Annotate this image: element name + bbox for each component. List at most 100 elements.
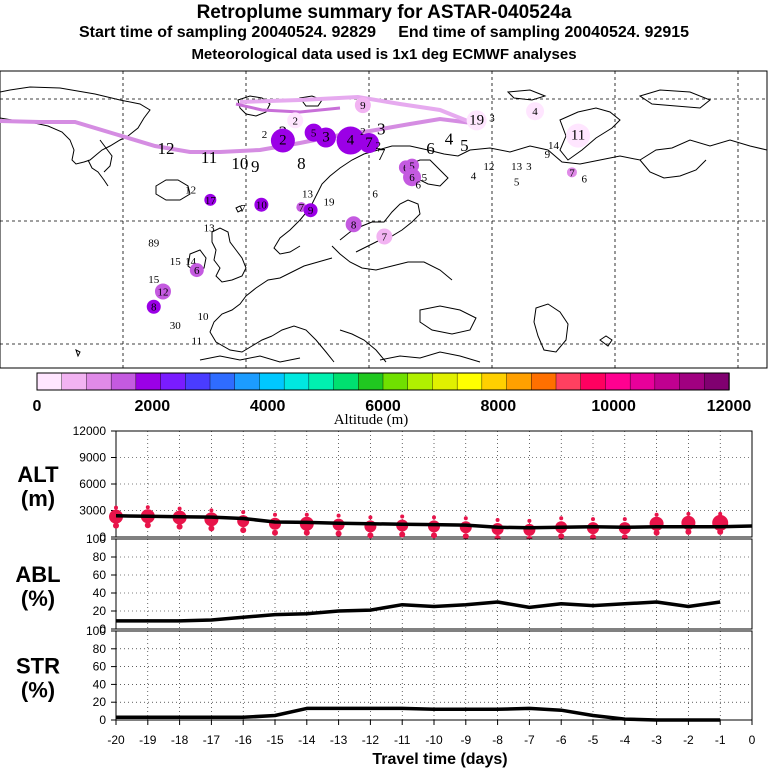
colorbar-cell: [283, 372, 310, 391]
plume-day-label: 9: [251, 157, 260, 176]
x-tick-label: -11: [394, 733, 411, 747]
altitude-marker-lower: [240, 527, 247, 534]
siberia-coast: [469, 139, 767, 165]
x-tick-label: -5: [588, 733, 599, 747]
map-frame: [0, 70, 768, 369]
colorbar-cell: [135, 372, 162, 391]
colorbar-cell: [209, 372, 236, 391]
plume-day-label: 5: [409, 161, 415, 173]
plume-point-marker: [287, 112, 304, 129]
colorbar-cell: [555, 372, 582, 391]
plume-day-label: 13: [511, 161, 523, 173]
y-tick-label: 9000: [79, 451, 106, 465]
europe-west-coast: [245, 257, 333, 297]
plume-point-marker: [270, 128, 295, 153]
altitude-marker-lower: [431, 532, 437, 539]
novaya-zemlya-coast: [559, 107, 621, 161]
y-tick-label: 6000: [79, 477, 106, 491]
x-tick-label: -6: [556, 733, 567, 747]
altitude-marker-upper: [145, 505, 150, 510]
colorbar-cells: [36, 372, 730, 391]
series-line: [115, 514, 753, 530]
plume-day-label: 9: [360, 100, 366, 112]
series-line: [116, 706, 721, 722]
plume-day-label: 3: [322, 129, 330, 145]
plume-center-track: [239, 94, 481, 128]
y-tick-label: 80: [93, 550, 107, 564]
altitude-marker: [649, 516, 664, 531]
scandinavia-coast: [315, 145, 471, 197]
map-content: 1211109876543223452922721934111491331276…: [0, 71, 767, 368]
y-tick-label: 60: [93, 568, 107, 582]
y-tick-label: 0: [99, 622, 106, 636]
colorbar-cell: [654, 372, 681, 391]
iberia-coast: [209, 295, 273, 353]
plume-day-label: 3: [526, 161, 532, 173]
colorbar-tick-label: 6000: [365, 398, 401, 415]
plume-day-label: 14: [548, 140, 560, 152]
colorbar-frame: [36, 372, 730, 391]
plume-point-marker: [354, 97, 371, 114]
panel-unit-label: (%): [21, 586, 55, 611]
colorbar-tick-label: 4000: [250, 398, 286, 415]
colorbar-label: Altitude (m): [334, 412, 409, 428]
svalbard-coast: [299, 95, 323, 107]
colorbar-cell: [185, 372, 211, 391]
y-tick-label: 12000: [73, 424, 107, 438]
altitude-marker-lower: [717, 528, 724, 535]
plume-center-track: [235, 102, 341, 114]
plume-day-label: 2: [375, 140, 381, 152]
altitude-marker-upper: [432, 515, 436, 520]
colorbar-cell: [679, 372, 705, 391]
plume-day-label: 4: [347, 133, 355, 149]
altitude-marker-lower: [653, 529, 660, 536]
altitude-marker-lower: [144, 522, 151, 529]
x-tick-label: -10: [425, 733, 443, 747]
plume-day-label: 89: [148, 238, 160, 250]
plume-day-label: 3: [377, 119, 386, 138]
plume-day-label: 11: [571, 128, 585, 144]
plume-day-label: 13: [204, 222, 216, 234]
plume-day-label: 8: [351, 219, 357, 231]
plume-day-label: 7: [569, 167, 575, 179]
plume-day-label: 7: [365, 135, 373, 151]
time-series-panels: 120009000600030000ALT(m)100806040200ABL(…: [15, 424, 755, 768]
plume-point-marker: [146, 299, 161, 314]
y-tick-label: 40: [93, 677, 107, 691]
colorbar-cell: [333, 372, 359, 391]
svalbard-coast: [237, 95, 271, 117]
plume-day-label: 6: [372, 189, 378, 201]
altitude-marker-upper: [273, 512, 277, 517]
altitude-marker-upper: [463, 516, 468, 521]
altitude-marker: [204, 512, 219, 527]
panel-label: STR: [16, 654, 60, 679]
franz-josef-coast: [506, 89, 547, 101]
x-tick-label: -13: [330, 733, 348, 747]
altitude-marker-lower: [176, 523, 183, 530]
panel-str: 100 80 60 40 20 0 STR(%): [16, 624, 753, 727]
plume-day-label: 10: [197, 311, 209, 323]
x-tick-label: -2: [683, 733, 694, 747]
colorbar-cell: [358, 372, 384, 391]
iceland-coast: [155, 179, 191, 201]
altitude-marker-upper: [114, 505, 118, 510]
plume-day-label: 6: [194, 265, 200, 277]
plume-day-label: 2: [262, 129, 268, 141]
plume-point-marker: [204, 193, 217, 206]
x-axis: -20 -19 -18 -17 -16 -15 -14 -13 -12 -11 -10 -9 -8 -7-…: [107, 720, 756, 768]
y-tick-label: 20: [93, 604, 107, 618]
colorbar-tick-label: 2000: [135, 398, 171, 415]
plume-day-label: 9: [545, 149, 551, 161]
plume-day-label: 19: [469, 112, 484, 128]
colorbar-cell: [605, 372, 631, 391]
y-tick-label: 60: [93, 660, 107, 674]
altitude-marker-upper: [177, 506, 182, 511]
plume-point-marker: [336, 126, 365, 155]
colorbar-cell: [86, 372, 112, 391]
x-tick-label: -17: [203, 733, 221, 747]
plume-day-label: 6: [426, 139, 435, 158]
plume-day-label: 5: [311, 128, 317, 140]
y-tick-label: 0: [99, 530, 106, 544]
x-tick-label: -3: [651, 733, 662, 747]
